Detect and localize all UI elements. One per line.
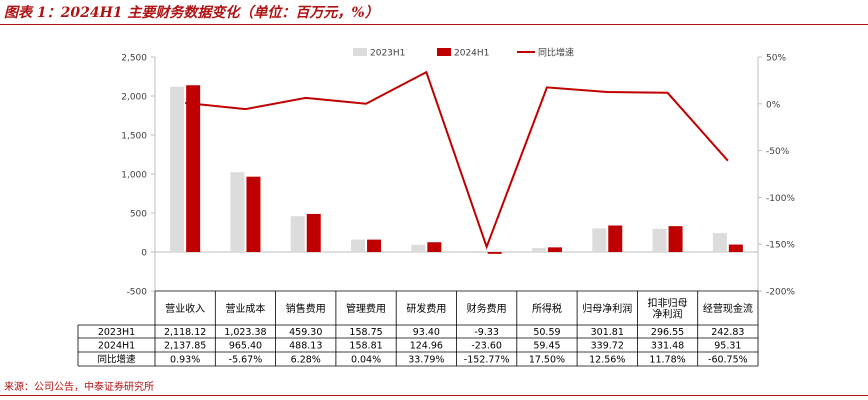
table-value: 95.31	[714, 341, 741, 352]
right-tick-label: 0%	[766, 100, 781, 110]
bar-2023h1	[411, 244, 426, 252]
table-category-label: 所得税	[532, 302, 562, 315]
bar-2024h1	[186, 85, 201, 252]
bar-2024h1	[547, 247, 562, 252]
table-value: 1,023.38	[224, 327, 266, 338]
table-value: 459.30	[289, 327, 322, 338]
bar-2023h1	[170, 86, 185, 252]
legend: 2023H1 2024H1 同比增速	[353, 47, 574, 59]
left-tick-label: 0	[141, 249, 147, 259]
bar-2023h1	[712, 233, 727, 252]
left-tick-label: 1,500	[121, 132, 147, 142]
line-layer	[185, 70, 729, 250]
table-value: 17.50%	[529, 355, 565, 366]
table-value: 59.45	[533, 341, 560, 352]
table-value: 50.59	[533, 327, 560, 338]
table-value: 0.04%	[351, 355, 381, 366]
table-value: -9.33	[474, 327, 499, 338]
left-tick-label: 2,000	[121, 93, 147, 103]
table-row-label: 同比增速	[97, 354, 136, 366]
title-divider	[0, 24, 868, 25]
bars-layer	[170, 85, 743, 254]
table-value: -152.77%	[464, 355, 510, 366]
bar-2023h1	[592, 228, 607, 252]
bar-2023h1	[471, 252, 486, 253]
left-tick-label: 1,000	[121, 171, 147, 181]
bar-2024h1	[306, 213, 321, 252]
table-value: 488.13	[289, 341, 322, 352]
table-value: 339.72	[591, 341, 624, 352]
table-value: 0.93%	[170, 355, 200, 366]
table-category-label: 财务费用	[467, 302, 507, 315]
bar-2023h1	[351, 239, 366, 252]
bottom-divider	[0, 395, 868, 396]
legend-growth-rate-label: 同比增速	[538, 47, 574, 59]
right-tick-label: -200%	[766, 288, 795, 298]
bar-2023h1	[652, 228, 667, 252]
table-value: 158.75	[349, 327, 382, 338]
table-value: 301.81	[591, 327, 624, 338]
bar-2024h1	[728, 244, 743, 252]
bar-2023h1	[230, 172, 245, 252]
table-category-label: 营业成本	[225, 302, 265, 315]
right-tick-label: 50%	[766, 54, 786, 64]
table-category-label: 归母净利润	[582, 302, 632, 315]
table-value: 124.96	[410, 341, 443, 352]
right-tick-label: -50%	[766, 147, 790, 157]
table-value: 242.83	[711, 327, 744, 338]
bar-2024h1	[608, 225, 623, 252]
legend-2024h1-swatch	[437, 48, 451, 56]
table-row-label: 2024H1	[98, 341, 135, 352]
legend-2023h1-swatch	[353, 48, 367, 56]
table-category-label: 营业收入	[165, 302, 205, 315]
table-value: 6.28%	[291, 355, 321, 366]
bar-2024h1	[668, 226, 683, 252]
table-value: -23.60	[471, 341, 502, 352]
bar-2023h1	[531, 248, 546, 252]
table-value: -5.67%	[229, 355, 263, 366]
table-category-label: 研发费用	[406, 302, 446, 315]
table-value: 11.78%	[649, 355, 685, 366]
bar-2024h1	[487, 252, 502, 254]
table-category-label: 经营现金流	[703, 302, 753, 315]
right-tick-label: -100%	[766, 194, 795, 204]
source-note: 来源：公司公告，中泰证券研究所	[4, 382, 154, 393]
table-value: -60.75%	[708, 355, 748, 366]
table-value: 2,118.12	[164, 327, 206, 338]
table-row-label: 2023H1	[98, 327, 135, 338]
figure-title: 图表 1：2024H1 主要财务数据变化（单位：百万元，%）	[4, 5, 379, 21]
table-category-label: 扣非归母	[648, 297, 688, 310]
table-value: 158.81	[349, 341, 382, 352]
bar-2024h1	[427, 242, 442, 252]
table-value: 93.40	[413, 327, 440, 338]
legend-2024h1-label: 2024H1	[454, 49, 489, 59]
table-value: 2,137.85	[164, 341, 206, 352]
table-value: 965.40	[229, 341, 262, 352]
right-tick-label: -150%	[766, 241, 795, 251]
table-value: 331.48	[651, 341, 684, 352]
table-category-label: 净利润	[653, 308, 683, 321]
left-tick-label: 500	[130, 210, 147, 220]
table-category-label: 销售费用	[286, 302, 326, 315]
growth-rate-line	[185, 70, 729, 250]
table-value: 296.55	[651, 327, 684, 338]
bar-2024h1	[246, 176, 261, 252]
left-tick-label: -500	[127, 288, 148, 298]
axes-layer: -500 0 500 1,000 1,500 2,000 2,500 -200% -150% -1…	[121, 54, 795, 298]
table-category-label: 管理费用	[346, 302, 386, 315]
table-value: 33.79%	[408, 355, 444, 366]
table-value: 12.56%	[589, 355, 625, 366]
bar-2024h1	[367, 239, 382, 252]
bar-2023h1	[290, 216, 305, 252]
legend-2023h1-label: 2023H1	[370, 49, 405, 59]
left-tick-label: 2,500	[121, 54, 147, 64]
